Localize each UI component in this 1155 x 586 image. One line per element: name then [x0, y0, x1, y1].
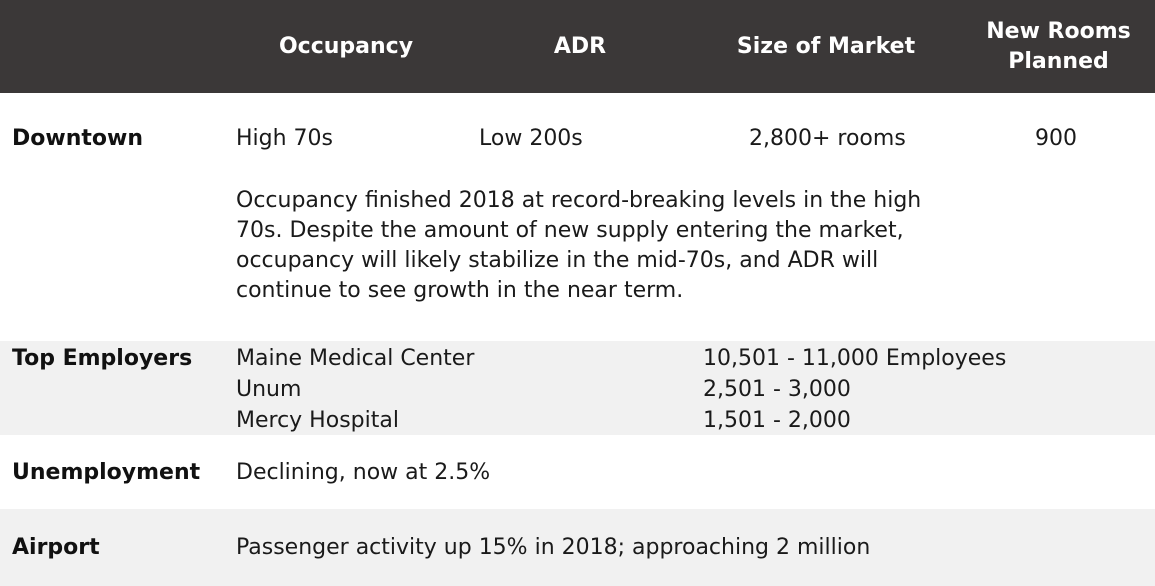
- employer-count: 2,501 - 3,000: [703, 377, 851, 402]
- table-header: Occupancy ADR Size of Market New Rooms P…: [0, 0, 1155, 93]
- top-employers-section: Top Employers Maine Medical Center 10,50…: [0, 341, 1155, 435]
- downtown-occupancy: High 70s: [236, 126, 334, 151]
- header-size-of-market: Size of Market: [736, 33, 916, 59]
- employer-name: Maine Medical Center: [236, 346, 475, 371]
- header-occupancy: Occupancy: [278, 33, 414, 59]
- downtown-description: Occupancy finished 2018 at record-breaki…: [236, 188, 922, 303]
- header-adr: ADR: [553, 33, 607, 59]
- employer-count: 10,501 - 11,000 Employees: [703, 346, 1007, 371]
- top-employers-label: Top Employers: [12, 346, 193, 371]
- employer-count: 1,501 - 2,000: [703, 408, 851, 433]
- downtown-label: Downtown: [12, 126, 143, 151]
- airport-value: Passenger activity up 15% in 2018; appro…: [236, 535, 871, 560]
- unemployment-label: Unemployment: [12, 460, 201, 485]
- employer-name: Mercy Hospital: [236, 408, 399, 433]
- table-row: Maine Medical Center 10,501 - 11,000 Emp…: [0, 346, 1155, 377]
- airport-label: Airport: [12, 535, 100, 560]
- unemployment-value: Declining, now at 2.5%: [236, 460, 491, 485]
- downtown-size-of-market: 2,800+ rooms: [749, 126, 906, 151]
- header-new-rooms-planned: New Rooms Planned: [986, 18, 1131, 74]
- downtown-adr: Low 200s: [479, 126, 583, 151]
- employer-name: Unum: [236, 377, 302, 402]
- unemployment-section: Unemployment Declining, now at 2.5%: [0, 435, 1155, 509]
- table-row: Unum 2,501 - 3,000: [0, 377, 1155, 408]
- downtown-new-rooms: 900: [1035, 126, 1077, 151]
- downtown-section: Downtown High 70s Low 200s 2,800+ rooms …: [0, 93, 1155, 341]
- table-row: Mercy Hospital 1,501 - 2,000: [0, 408, 1155, 439]
- airport-section: Airport Passenger activity up 15% in 201…: [0, 509, 1155, 586]
